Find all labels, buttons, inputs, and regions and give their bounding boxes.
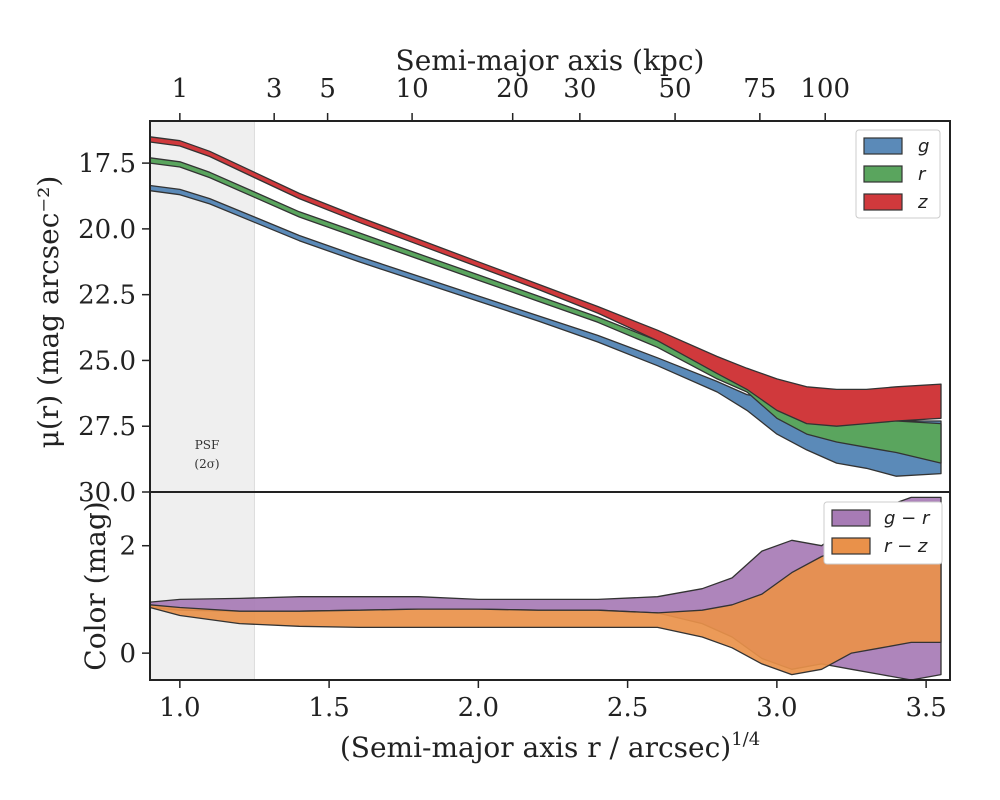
kpc-tick-label-75: 75	[743, 74, 776, 104]
band-g	[149, 184, 942, 477]
xtick-label-1.5: 1.5	[308, 693, 349, 723]
kpc-tick-label-5: 5	[319, 74, 336, 104]
top-panel: PSF (2σ) 17.5 20.0 22.5 25.0 27.5 30.0 1 3 5 10 20 30…	[78, 74, 951, 508]
kpc-tick-label-50: 50	[659, 74, 692, 104]
legend-label-z: z	[917, 192, 928, 213]
legend-swatch-g	[863, 137, 903, 155]
kpc-tick-label-10: 10	[396, 74, 429, 104]
bottom-xaxis-title: (Semi-major axis r / arcsec)1/4	[340, 729, 760, 764]
kpc-tick-label-100: 100	[800, 74, 850, 104]
legend-label-color-1: r − z	[884, 536, 928, 557]
kpc-tick-label-1: 1	[172, 74, 189, 104]
bottom-ytick-label-0: 0	[119, 639, 136, 669]
bottom-yaxis-title: Color (mag)	[79, 501, 112, 670]
psf-label-sigma: (2σ)	[194, 457, 219, 471]
bottom-panel: 0 2 1.0 1.5 2.0 2.5 3.0 3.5 g − r r − z	[119, 491, 951, 723]
top-ytick-label-25.0: 25.0	[78, 346, 136, 376]
legend-label-g: g	[918, 136, 929, 157]
top-ytick-label-30.0: 30.0	[78, 478, 136, 508]
top-xaxis-title: Semi-major axis (kpc)	[396, 44, 705, 77]
top-ytick-label-22.5: 22.5	[78, 281, 136, 311]
kpc-tick-label-30: 30	[563, 74, 596, 104]
psf-region-bottom	[149, 491, 255, 681]
band-r-z	[149, 512, 942, 676]
legend-swatch-color-0	[831, 509, 871, 527]
kpc-tick-label-3: 3	[266, 74, 283, 104]
legend-swatch-r	[863, 165, 903, 183]
legend-swatch-color-1	[831, 537, 871, 555]
legend-label-r: r	[918, 164, 927, 185]
xtick-label-2.5: 2.5	[607, 693, 648, 723]
bottom-frame	[149, 491, 951, 681]
psf-region	[149, 120, 255, 493]
psf-label: PSF	[195, 438, 220, 452]
top-ytick-label-17.5: 17.5	[78, 149, 136, 179]
top-ytick-label-20.0: 20.0	[78, 215, 136, 245]
xtick-label-2.0: 2.0	[458, 693, 499, 723]
band-z	[149, 136, 942, 427]
kpc-tick-label-20: 20	[496, 74, 529, 104]
bottom-ytick-label-2: 2	[119, 532, 136, 562]
legend-label-color-0: g − r	[884, 508, 931, 529]
top-ytick-label-27.5: 27.5	[78, 412, 136, 442]
xtick-label-3.5: 3.5	[905, 693, 946, 723]
top-yaxis-title: μ(r) (mag arcsec⁻²)	[32, 176, 65, 449]
legend-swatch-z	[863, 193, 903, 211]
xtick-label-3.0: 3.0	[756, 693, 797, 723]
xtick-label-1.0: 1.0	[159, 693, 200, 723]
